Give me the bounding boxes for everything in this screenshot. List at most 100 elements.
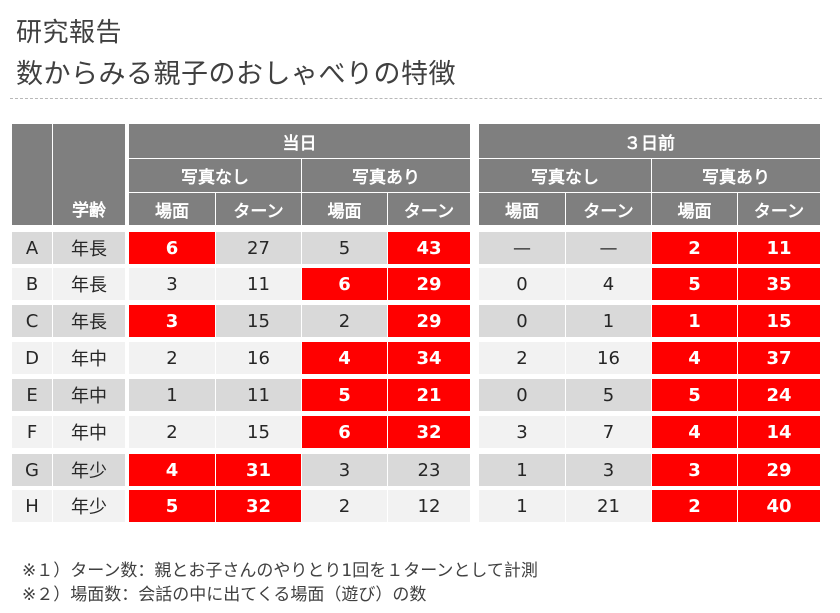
value-cell-highlighted: 40 (737, 490, 820, 522)
footnote-1: ※１）ターン数：親とお子さんのやりとり1回を１ターンとして計測 (22, 561, 538, 581)
value-cell-highlighted: 29 (387, 305, 470, 337)
value-cell: 3 (565, 454, 651, 486)
group-header-0: 当日 (129, 124, 470, 158)
value-cell: 3 (301, 454, 387, 486)
value-cell-highlighted: 5 (129, 490, 215, 522)
value-cell: 4 (565, 268, 651, 300)
value-cell: 23 (387, 454, 470, 486)
value-cell-highlighted: 4 (651, 342, 737, 374)
row-id: B (12, 268, 52, 300)
value-cell: — (479, 232, 565, 264)
value-cell: 2 (129, 342, 215, 374)
group-header-1: ３日前 (479, 124, 820, 158)
age-header: 学齢 (52, 124, 125, 225)
column-header-turn: ターン (215, 192, 301, 225)
value-cell-highlighted: 31 (215, 454, 301, 486)
value-cell-highlighted: 32 (215, 490, 301, 522)
value-cell: 3 (129, 268, 215, 300)
value-cell: 5 (301, 232, 387, 264)
value-cell-highlighted: 5 (301, 379, 387, 411)
value-cell-highlighted: 32 (387, 416, 470, 448)
value-cell-highlighted: 3 (651, 454, 737, 486)
value-cell-highlighted: 37 (737, 342, 820, 374)
page-title: 数からみる親子のおしゃべりの特徴 (16, 59, 456, 90)
subgroup-header-0-0: 写真なし (129, 158, 301, 192)
row-age: 年長 (52, 305, 125, 337)
value-cell: 3 (479, 416, 565, 448)
value-cell-highlighted: 6 (301, 416, 387, 448)
row-age: 年長 (52, 232, 125, 264)
value-cell: 2 (479, 342, 565, 374)
row-id: D (12, 342, 52, 374)
value-cell-highlighted: 4 (301, 342, 387, 374)
row-id: G (12, 454, 52, 486)
value-cell: 11 (215, 268, 301, 300)
column-header-turn: ターン (565, 192, 651, 225)
row-age: 年中 (52, 342, 125, 374)
row-age: 年中 (52, 416, 125, 448)
row-id: F (12, 416, 52, 448)
value-cell: 2 (301, 490, 387, 522)
row-age: 年中 (52, 379, 125, 411)
value-cell: 16 (215, 342, 301, 374)
report-label: 研究報告 (16, 18, 123, 48)
value-cell: — (565, 232, 651, 264)
row-age: 年少 (52, 454, 125, 486)
value-cell-highlighted: 35 (737, 268, 820, 300)
id-header (12, 124, 52, 225)
value-cell: 21 (565, 490, 651, 522)
value-cell: 5 (565, 379, 651, 411)
value-cell-highlighted: 3 (129, 305, 215, 337)
row-id: C (12, 305, 52, 337)
value-cell: 16 (565, 342, 651, 374)
value-cell-highlighted: 21 (387, 379, 470, 411)
value-cell-highlighted: 14 (737, 416, 820, 448)
row-age: 年長 (52, 268, 125, 300)
row-id: H (12, 490, 52, 522)
column-header-turn: ターン (737, 192, 820, 225)
row-age: 年少 (52, 490, 125, 522)
column-header-scene: 場面 (651, 192, 737, 225)
value-cell-highlighted: 29 (387, 268, 470, 300)
subgroup-header-0-1: 写真あり (301, 158, 470, 192)
value-cell: 2 (301, 305, 387, 337)
value-cell-highlighted: 4 (129, 454, 215, 486)
value-cell: 2 (129, 416, 215, 448)
value-cell-highlighted: 6 (301, 268, 387, 300)
value-cell: 1 (479, 490, 565, 522)
value-cell-highlighted: 5 (651, 379, 737, 411)
column-header-scene: 場面 (479, 192, 565, 225)
footnote-2: ※２）場面数：会話の中に出てくる場面（遊び）の数 (22, 585, 427, 605)
value-cell-highlighted: 6 (129, 232, 215, 264)
value-cell: 27 (215, 232, 301, 264)
value-cell-highlighted: 15 (737, 305, 820, 337)
subgroup-header-1-0: 写真なし (479, 158, 651, 192)
value-cell: 7 (565, 416, 651, 448)
value-cell: 15 (215, 305, 301, 337)
value-cell-highlighted: 5 (651, 268, 737, 300)
row-id: A (12, 232, 52, 264)
column-header-scene: 場面 (301, 192, 387, 225)
value-cell-highlighted: 34 (387, 342, 470, 374)
value-cell: 12 (387, 490, 470, 522)
value-cell: 0 (479, 379, 565, 411)
title-divider (10, 98, 822, 99)
value-cell-highlighted: 43 (387, 232, 470, 264)
column-header-scene: 場面 (129, 192, 215, 225)
value-cell: 1 (129, 379, 215, 411)
value-cell-highlighted: 11 (737, 232, 820, 264)
value-cell-highlighted: 4 (651, 416, 737, 448)
value-cell-highlighted: 2 (651, 232, 737, 264)
column-header-turn: ターン (387, 192, 470, 225)
value-cell-highlighted: 1 (651, 305, 737, 337)
value-cell: 1 (479, 454, 565, 486)
value-cell: 11 (215, 379, 301, 411)
value-cell-highlighted: 29 (737, 454, 820, 486)
value-cell: 15 (215, 416, 301, 448)
subgroup-header-1-1: 写真あり (651, 158, 820, 192)
row-id: E (12, 379, 52, 411)
value-cell-highlighted: 24 (737, 379, 820, 411)
value-cell: 1 (565, 305, 651, 337)
value-cell: 0 (479, 305, 565, 337)
value-cell-highlighted: 2 (651, 490, 737, 522)
